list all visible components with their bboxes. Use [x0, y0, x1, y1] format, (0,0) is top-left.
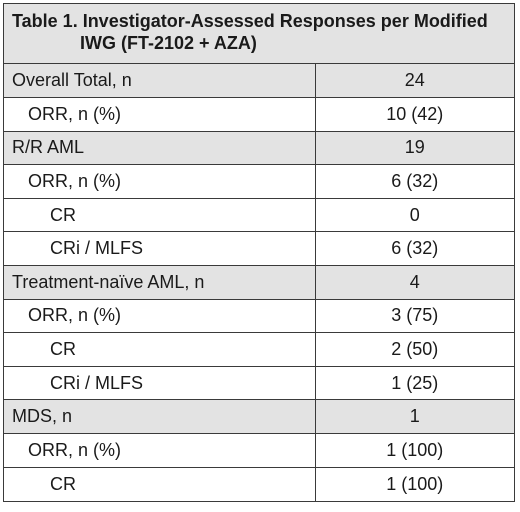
row-value: 19 [315, 131, 514, 166]
table-title-line-2: IWG (FT-2102 + AZA) [80, 33, 257, 53]
row-value: 0 [315, 198, 514, 233]
table-row-overall-orr: ORR, n (%) 10 (42) [4, 97, 514, 132]
row-value: 3 (75) [315, 299, 514, 334]
row-value: 1 (25) [315, 366, 514, 401]
row-value: 24 [315, 64, 514, 99]
table-row-rr-aml: R/R AML 19 [4, 131, 514, 166]
row-label: CR [4, 467, 316, 501]
row-value: 1 (100) [386, 473, 444, 494]
row-label: Overall Total, n [4, 64, 316, 99]
response-table: Table 1. Investigator-Assessed Responses… [3, 3, 515, 502]
table-row-mds-orr: ORR, n (%) 1 (100) [4, 433, 514, 468]
row-label: ORR, n (%) [4, 164, 316, 199]
row-value: 1 [315, 399, 514, 435]
row-value: 2 (50) [315, 332, 514, 367]
table-row-rr-aml-cri-mlfs: CRi / MLFS 6 (32) [4, 231, 514, 267]
table-title-line-1: Table 1. Investigator-Assessed Responses… [12, 11, 488, 31]
row-value: 4 [315, 265, 514, 300]
table-row-overall-total: Overall Total, n 24 [4, 64, 514, 99]
row-value: 6 (32) [315, 164, 514, 199]
row-label: ORR, n (%) [4, 433, 316, 468]
response-table-body: Overall Total, n 24 ORR, n (%) 10 (42) R… [4, 64, 514, 501]
row-label: Treatment-naïve AML, n [4, 265, 316, 300]
row-label: CR [4, 332, 316, 367]
row-label: CRi / MLFS [4, 366, 316, 401]
table-title: Table 1. Investigator-Assessed Responses… [4, 4, 514, 64]
table-row-mds-cr: CR 1 (100) [4, 467, 514, 501]
row-label: CR [4, 198, 316, 233]
table-row-treatment-naive-cr: CR 2 (50) [4, 332, 514, 367]
table-row-treatment-naive-aml: Treatment-naïve AML, n 4 [4, 265, 514, 300]
table-row-treatment-naive-cri-mlfs: CRi / MLFS 1 (25) [4, 366, 514, 401]
row-label: R/R AML [4, 131, 316, 166]
row-label: MDS, n [4, 399, 316, 435]
row-label: ORR, n (%) [4, 97, 316, 132]
table-row-mds: MDS, n 1 [4, 399, 514, 435]
table-row-treatment-naive-orr: ORR, n (%) 3 (75) [4, 299, 514, 334]
row-label: ORR, n (%) [4, 299, 316, 334]
table-row-rr-aml-cr: CR 0 [4, 198, 514, 233]
row-value: 6 (32) [315, 231, 514, 267]
row-label: CRi / MLFS [4, 231, 316, 267]
table-row-rr-aml-orr: ORR, n (%) 6 (32) [4, 164, 514, 199]
row-value: 10 (42) [315, 97, 514, 132]
row-value: 1 (100) [315, 433, 514, 468]
